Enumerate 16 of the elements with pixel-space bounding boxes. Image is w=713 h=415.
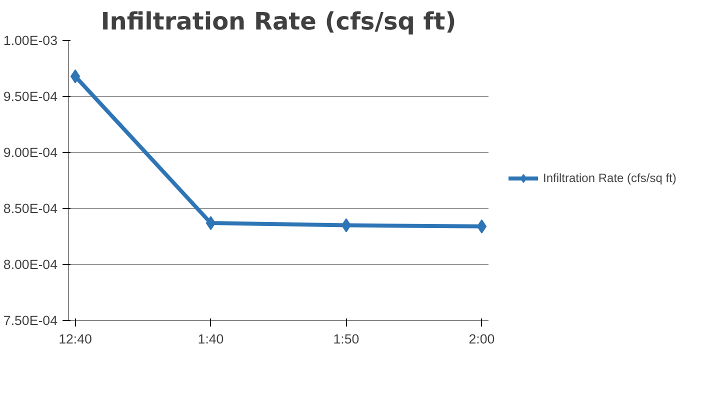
y-tick-label: 9.00E-04 bbox=[3, 145, 58, 160]
point bbox=[70, 69, 80, 84]
point bbox=[206, 216, 216, 230]
point bbox=[341, 218, 352, 232]
point bbox=[476, 219, 487, 234]
y-tick-label: 1.00E-03 bbox=[3, 33, 58, 48]
y-tick-label: 8.00E-04 bbox=[3, 257, 58, 272]
legend-label: Infiltration Rate (cfs/sq ft) bbox=[543, 171, 676, 185]
x-tick-label: 1:40 bbox=[198, 332, 224, 346]
x-tick-label: 12:40 bbox=[58, 332, 92, 346]
x-tick-label: 2:00 bbox=[468, 332, 495, 346]
chart-title: Infiltration Rate (cfs/sq ft) bbox=[100, 8, 456, 36]
y-tick-label: 9.50E-04 bbox=[3, 89, 58, 104]
y-tick-label: 7.50E-04 bbox=[3, 313, 58, 328]
x-tick-label: 1:50 bbox=[333, 332, 360, 346]
y-tick-label: 8.50E-04 bbox=[3, 201, 58, 216]
